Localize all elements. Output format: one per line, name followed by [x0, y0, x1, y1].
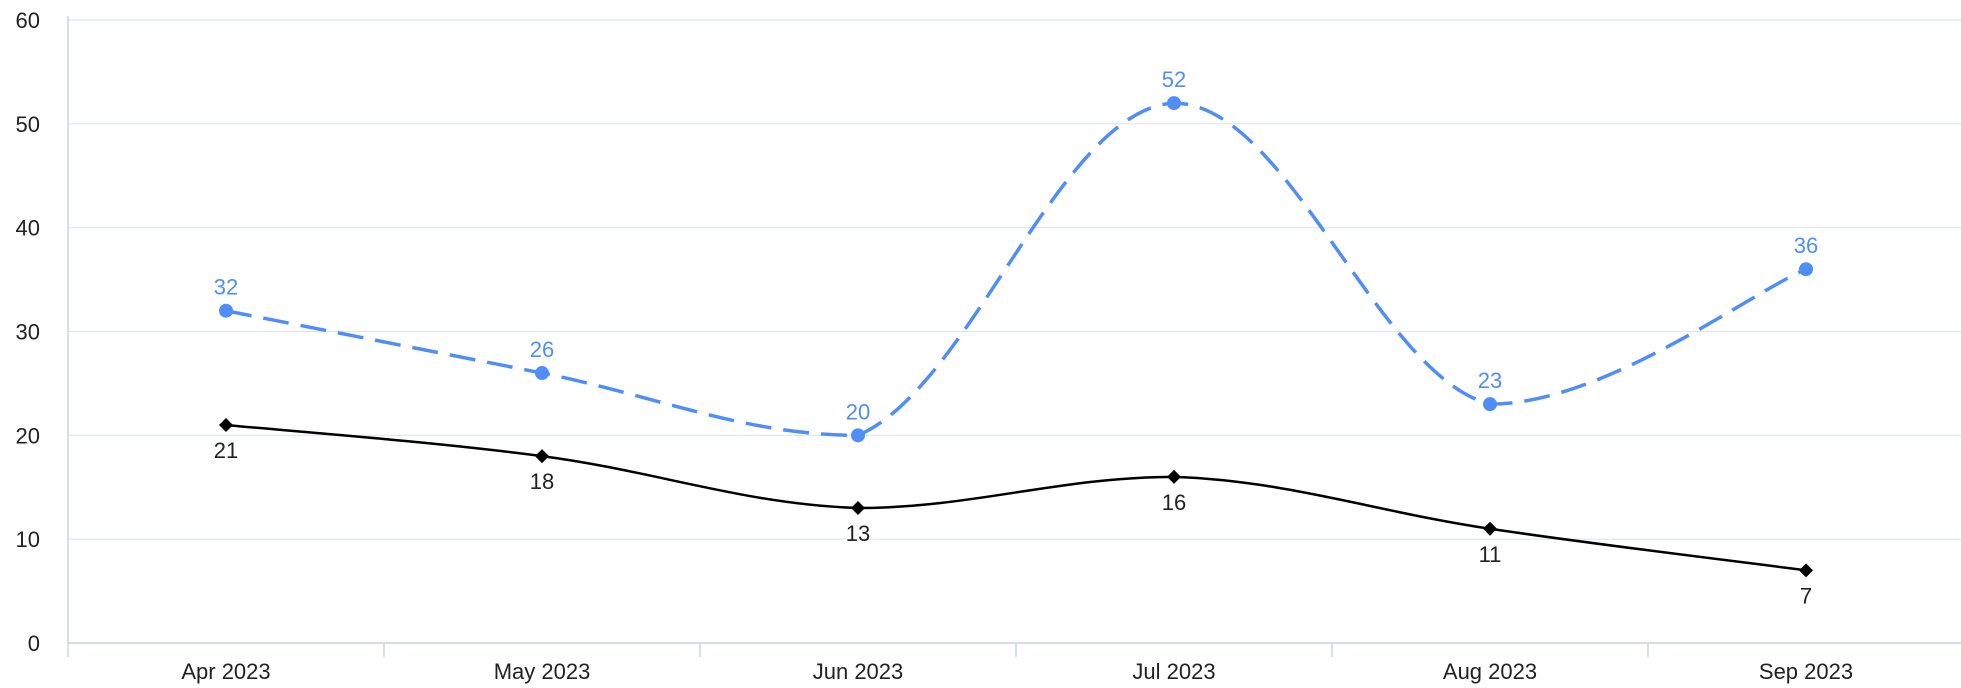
data-point: [1483, 521, 1497, 536]
data-point: [535, 449, 549, 464]
y-tick-label: 30: [16, 320, 40, 345]
y-tick-label: 10: [16, 527, 40, 552]
y-tick-label: 40: [16, 216, 40, 241]
data-label: 36: [1794, 233, 1818, 258]
y-tick-label: 50: [16, 112, 40, 137]
data-point: [1167, 469, 1181, 484]
data-point: [851, 501, 865, 516]
data-label: 32: [214, 275, 238, 300]
x-tick-label: May 2023: [494, 659, 591, 684]
y-tick-label: 0: [28, 631, 40, 656]
series-0: 32 26 20 52 23 36: [214, 67, 1818, 443]
data-label: 52: [1162, 67, 1186, 92]
data-label: 20: [846, 399, 870, 424]
data-point: [851, 428, 865, 443]
data-label: 13: [846, 521, 870, 546]
y-axis-ticks: 0 10 20 30 40 50 60: [16, 8, 40, 656]
series-group: 32 26 20 52 23 36 21 18 13 16 11 7: [214, 67, 1818, 608]
series-line: [225, 101, 1807, 438]
data-point: [1799, 563, 1813, 578]
data-point: [1167, 96, 1181, 111]
y-tick-label: 60: [16, 8, 40, 33]
data-label: 16: [1162, 490, 1186, 515]
series-line: [225, 423, 1807, 572]
x-tick-label: Jul 2023: [1132, 659, 1215, 684]
data-point: [1799, 262, 1813, 277]
x-axis-ticks: Apr 2023 May 2023 Jun 2023 Jul 2023 Aug 2023…: [181, 659, 1853, 684]
x-tick-label: Sep 2023: [1759, 659, 1853, 684]
data-point: [535, 366, 549, 381]
series-1: 21 18 13 16 11 7: [214, 417, 1813, 608]
data-label: 7: [1800, 583, 1812, 608]
grid-lines: [68, 19, 1961, 644]
data-point: [219, 417, 233, 432]
axes: [67, 16, 1961, 657]
data-point: [219, 303, 233, 318]
y-tick-label: 20: [16, 423, 40, 448]
data-label: 21: [214, 438, 238, 463]
x-tick-label: Aug 2023: [1443, 659, 1537, 684]
data-label: 11: [1479, 542, 1502, 567]
data-point: [1483, 397, 1497, 412]
data-label: 26: [530, 337, 554, 362]
x-tick-label: Apr 2023: [181, 659, 270, 684]
data-label: 23: [1478, 368, 1502, 393]
x-tick-label: Jun 2023: [813, 659, 904, 684]
data-label: 18: [530, 469, 554, 494]
